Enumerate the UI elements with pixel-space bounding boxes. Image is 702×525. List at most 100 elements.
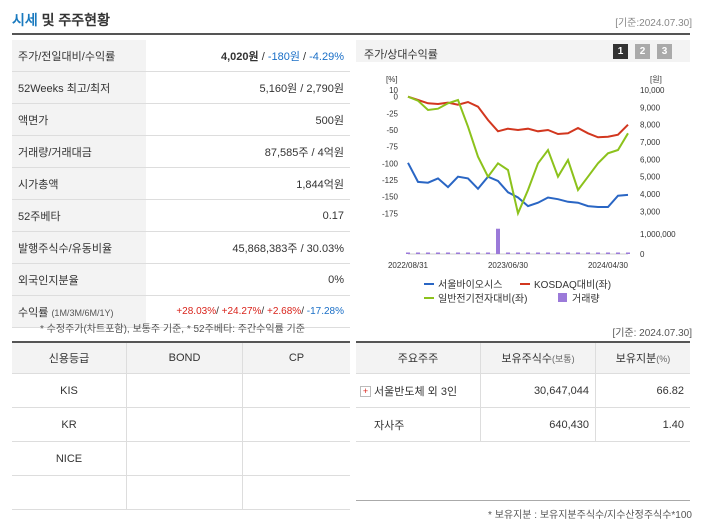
legend-swatch	[558, 293, 567, 302]
legend-label: 서울바이오시스	[438, 279, 502, 291]
row-value: 0%	[146, 263, 350, 296]
volume-bar	[496, 228, 500, 254]
share-percent: 66.82	[595, 373, 690, 408]
volume-bar	[546, 252, 550, 254]
table-row: + 서울반도체 외 3인 30,647,044 66.82	[356, 373, 690, 408]
agency-name: NICE	[12, 441, 127, 476]
volume-bar	[536, 252, 540, 254]
series-line-2	[407, 95, 629, 217]
col-header: 신용등급	[12, 343, 127, 374]
agency-name: KR	[12, 407, 127, 442]
price-change-rate: -4.29%	[309, 50, 344, 63]
chart-page-3-button[interactable]: 3	[657, 44, 672, 59]
reference-date: [기준:2024.07.30]	[615, 18, 692, 29]
volume-bar	[506, 252, 510, 254]
left-axis-tick-label: 10	[389, 86, 398, 95]
expand-icon[interactable]: +	[360, 386, 371, 398]
volume-bar	[526, 252, 530, 254]
left-axis-tick-label: -125	[382, 176, 399, 185]
row-label: 발행주식수/유동비율	[12, 231, 146, 264]
right-axis-tick-label: 9,000	[640, 103, 661, 112]
x-axis-tick-label: 2023/06/30	[488, 261, 529, 270]
right-axis-tick-label: 3,000	[640, 207, 661, 216]
shareholder-name: 자사주	[356, 407, 481, 442]
right-axis-tick-label: 8,000	[640, 121, 661, 130]
shares-count: 640,430	[480, 407, 596, 442]
agency-name	[12, 475, 127, 510]
table-row: 시가총액 1,844억원	[12, 167, 350, 200]
legend-label: KOSDAQ대비(좌)	[534, 279, 611, 291]
table-row: 발행주식수/유동비율 45,868,383주 / 30.03%	[12, 231, 350, 264]
cp-rating	[242, 407, 350, 442]
shareholders-table: 주요주주 보유주식수(보통) 보유지분(%) + 서울반도체 외 3인 30,64…	[356, 343, 690, 442]
row-label: 외국인지분율	[12, 263, 146, 296]
table-row: KR	[12, 407, 350, 442]
chart-reference-date: [기준: 2024.07.30]	[612, 328, 692, 339]
info-footnote: * 수정주가(차트포함), 보통주 기준, * 52주베타: 주간수익률 기준	[40, 324, 305, 335]
table-row: NICE	[12, 441, 350, 476]
bond-rating	[126, 407, 243, 442]
table-row: 외국인지분율 0%	[12, 263, 350, 296]
volume-bar	[486, 252, 490, 254]
series-line-1	[407, 95, 629, 139]
bond-rating	[126, 373, 243, 408]
cp-rating	[242, 373, 350, 408]
agency-name: KIS	[12, 373, 127, 408]
shareholder-divider	[356, 341, 690, 343]
shareholder-footnote: * 보유지분 : 보유지분주식수/지수산정주식수*100	[488, 510, 692, 521]
row-value: 45,868,383주 / 30.03%	[146, 231, 350, 264]
volume-bar	[456, 252, 460, 254]
chart-page-1-button[interactable]: 1	[613, 44, 628, 59]
row-value: 500원	[146, 103, 350, 136]
right-axis-tick-label: 4,000	[640, 190, 661, 199]
volume-bar	[466, 252, 470, 254]
bond-rating	[126, 475, 243, 510]
volume-bar	[476, 252, 480, 254]
volume-bar	[406, 252, 410, 254]
table-header-row: 주요주주 보유주식수(보통) 보유지분(%)	[356, 343, 690, 374]
volume-bar	[626, 252, 630, 254]
right-axis-tick-label: 10,000	[640, 86, 665, 95]
volume-bar	[556, 252, 560, 254]
left-axis-tick-label: -175	[382, 209, 399, 218]
table-header-row: 신용등급 BOND CP	[12, 343, 350, 374]
volume-bar	[426, 252, 430, 254]
row-label-sub: (1M/3M/6M/1Y)	[51, 307, 114, 318]
table-row: 거래량/거래대금 87,585주 / 4억원	[12, 135, 350, 168]
col-header-sub: (보통)	[552, 354, 575, 364]
row-label: 거래량/거래대금	[12, 135, 146, 168]
volume-axis-tick-label: 0	[640, 250, 645, 259]
header-divider	[12, 33, 690, 35]
left-axis-tick-label: -50	[386, 126, 398, 135]
left-axis-unit: [%]	[386, 75, 398, 84]
left-axis-tick-label: -75	[386, 143, 398, 152]
volume-bar	[446, 252, 450, 254]
left-axis-tick-label: -150	[382, 193, 399, 202]
price-info-table: 주가/전일대비/수익률 4,020원 / -180원 / -4.29% 52We…	[12, 40, 350, 328]
row-value: 87,585주 / 4억원	[146, 135, 350, 168]
col-header: 보유주식수	[501, 353, 553, 365]
legend-label: 일반전기전자대비(좌)	[438, 293, 527, 305]
table-row: KIS	[12, 373, 350, 408]
row-label: 수익률	[18, 306, 49, 319]
table-row: 52주베타 0.17	[12, 199, 350, 232]
col-header: BOND	[126, 343, 243, 374]
volume-axis-tick-label: 1,000,000	[640, 230, 676, 239]
return-6m: +2.68%	[266, 306, 302, 317]
row-label: 주가/전일대비/수익률	[12, 40, 146, 72]
col-header: 주요주주	[356, 343, 481, 374]
row-label: 52Weeks 최고/최저	[12, 71, 146, 104]
row-value: 1,844억원	[146, 167, 350, 200]
table-row: 주가/전일대비/수익률 4,020원 / -180원 / -4.29%	[12, 40, 350, 72]
left-axis-tick-label: -25	[386, 109, 398, 118]
credit-rating-table: 신용등급 BOND CP KIS KR NICE	[12, 343, 350, 510]
volume-bar	[576, 252, 580, 254]
chart-header	[356, 40, 690, 62]
return-1m: +28.03%	[176, 306, 217, 317]
volume-bar	[586, 252, 590, 254]
chart-page-2-button[interactable]: 2	[635, 44, 650, 59]
row-label: 액면가	[12, 103, 146, 136]
x-axis-tick-label: 2022/08/31	[388, 261, 429, 270]
series-line-0	[407, 162, 629, 208]
row-value: 0.17	[146, 199, 350, 232]
